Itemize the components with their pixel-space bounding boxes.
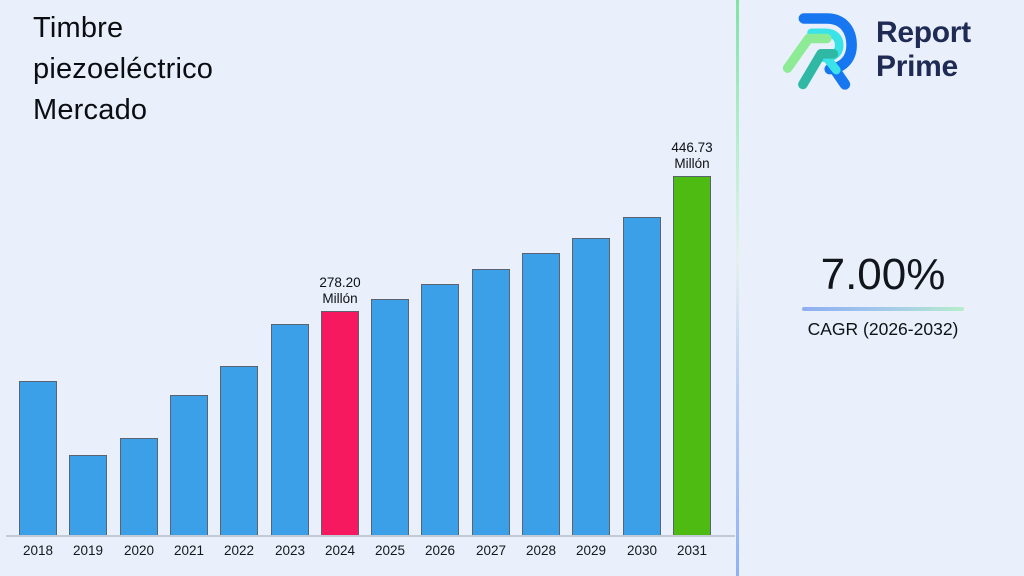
bar-2027 <box>472 269 510 535</box>
bar-2030 <box>623 217 661 535</box>
x-tick-label-2030: 2030 <box>626 543 658 558</box>
x-tick-label-2021: 2021 <box>173 543 205 558</box>
bar-2028 <box>522 253 560 535</box>
bar-value-unit: Millón <box>674 156 710 171</box>
brand-name-line-1: Report <box>876 16 971 49</box>
bar-2026 <box>421 284 459 535</box>
x-tick-label-2031: 2031 <box>676 543 708 558</box>
cagr-block: 7.00% CAGR (2026-2032) <box>746 250 1020 340</box>
title-line-3: Mercado <box>33 94 148 126</box>
x-tick-label-2025: 2025 <box>374 543 406 558</box>
report-prime-logo-icon <box>782 13 857 90</box>
bar-2023 <box>271 324 309 535</box>
divider-line <box>736 0 739 576</box>
x-tick-label-2018: 2018 <box>22 543 54 558</box>
title-line-1: Timbre <box>33 12 124 44</box>
bar-2024 <box>321 311 359 535</box>
brand-logo: Report Prime <box>778 7 971 93</box>
x-axis-line <box>6 535 735 537</box>
x-tick-label-2022: 2022 <box>223 543 255 558</box>
x-tick-label-2023: 2023 <box>274 543 306 558</box>
bar-value-label-2031: 446.73 Millón <box>646 140 738 172</box>
x-tick-label-2019: 2019 <box>72 543 104 558</box>
bar-value-unit: Millón <box>322 291 358 306</box>
bar-2031 <box>673 176 711 535</box>
brand-name: Report Prime <box>876 16 971 84</box>
x-tick-label-2024: 2024 <box>324 543 356 558</box>
bar-value-label-2024: 278.20 Millón <box>294 275 386 307</box>
x-tick-label-2026: 2026 <box>424 543 456 558</box>
x-tick-label-2029: 2029 <box>575 543 607 558</box>
page-title: Timbre piezoeléctrico Mercado <box>33 8 213 131</box>
bar-value-number: 278.20 <box>319 275 361 290</box>
cagr-caption: CAGR (2026-2032) <box>807 319 959 339</box>
bar-2019 <box>69 455 107 535</box>
bar-2021 <box>170 395 208 535</box>
x-tick-label-2028: 2028 <box>525 543 557 558</box>
bar-value-number: 446.73 <box>671 140 713 155</box>
cagr-value: 7.00% <box>820 250 946 299</box>
title-line-2: piezoeléctrico <box>33 53 214 85</box>
bar-2025 <box>371 299 409 535</box>
x-tick-label-2020: 2020 <box>123 543 155 558</box>
bar-2020 <box>120 438 158 535</box>
chart-panel: 2018 2019 2020 2021 2022 2023 2024 2025 2026 2027… <box>6 140 738 558</box>
bar-2022 <box>220 366 258 535</box>
cagr-underline <box>802 307 964 311</box>
brand-name-line-2: Prime <box>876 50 958 83</box>
bar-2018 <box>19 381 57 535</box>
x-tick-label-2027: 2027 <box>475 543 507 558</box>
bar-2029 <box>572 238 610 535</box>
